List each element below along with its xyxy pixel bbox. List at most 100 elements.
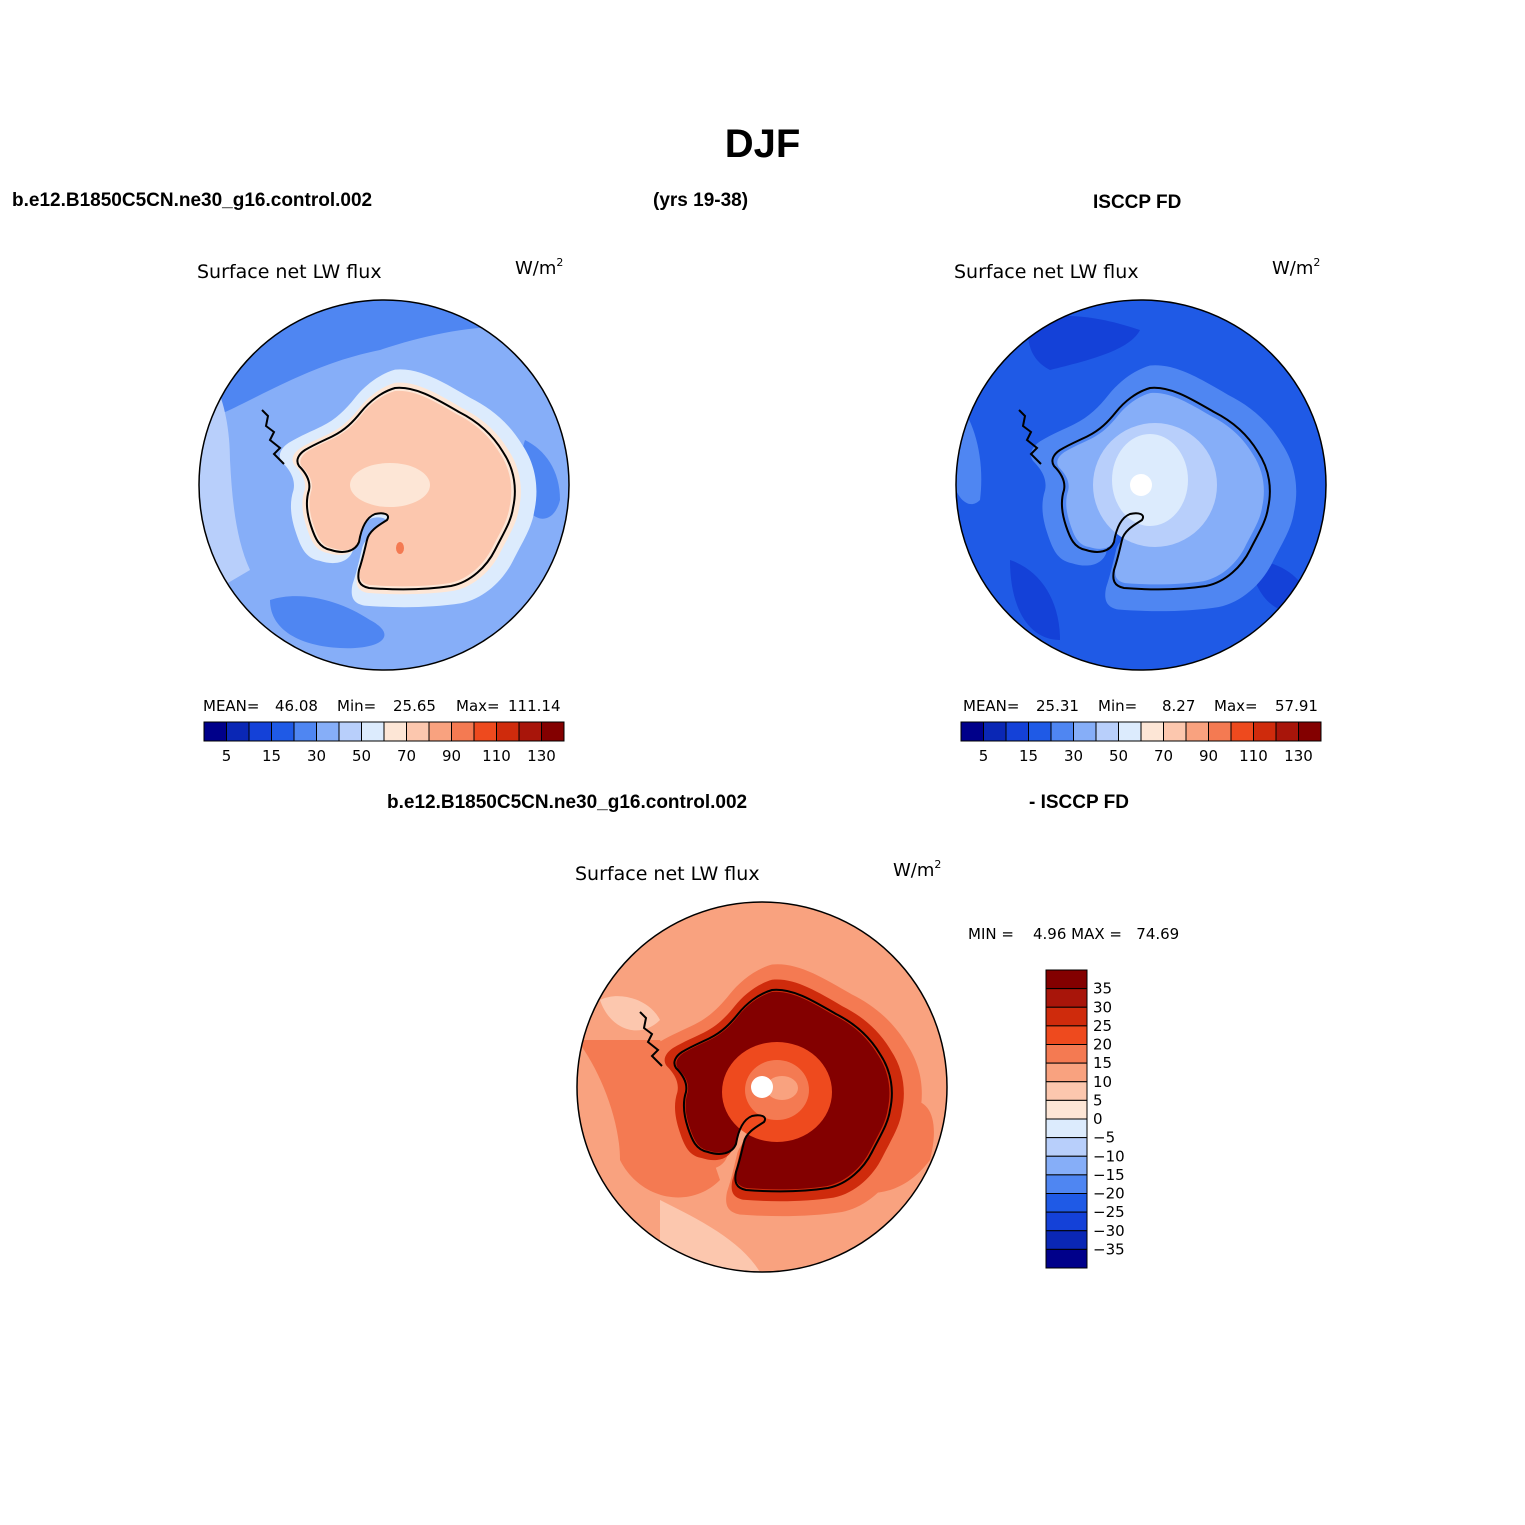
colorbar-tick-label: 15	[1093, 1054, 1112, 1072]
years-header: (yrs 19-38)	[653, 190, 749, 211]
colorbar-tick-label: 110	[1239, 747, 1268, 765]
colorbar-swatch	[496, 721, 520, 742]
colorbar-swatch	[1045, 1081, 1088, 1101]
colorbar-swatch	[1005, 721, 1029, 742]
colorbar-tick-label: −25	[1093, 1203, 1125, 1221]
figure-title: DJF	[724, 122, 801, 166]
colorbar-swatch	[1045, 1006, 1088, 1027]
obs-variable-label: Surface net LW flux	[954, 261, 1139, 283]
colorbar-swatch	[226, 721, 250, 742]
model-min-label: Min=	[337, 697, 376, 715]
colorbar-swatch	[1045, 1118, 1088, 1139]
colorbar-swatch	[960, 721, 984, 742]
colorbar-tick-label: 110	[482, 747, 511, 765]
colorbar-swatch	[361, 721, 385, 742]
colorbar-tick-label: −20	[1093, 1185, 1125, 1203]
model-max-value: 111.14	[508, 697, 561, 715]
diff-obs-header: - ISCCP FD	[1029, 792, 1129, 813]
colorbar-tick-label: 30	[1064, 747, 1083, 765]
colorbar-swatch	[1045, 1062, 1088, 1083]
model-max-label: Max=	[456, 697, 500, 715]
colorbar-swatch	[1028, 721, 1052, 742]
colorbar-swatch	[1045, 1211, 1088, 1232]
diff-case-header: b.e12.B1850C5CN.ne30_g16.control.002	[387, 792, 748, 813]
colorbar-swatch	[203, 721, 227, 742]
colorbar-swatch	[1095, 721, 1119, 742]
colorbar-swatch	[1253, 721, 1277, 742]
diff-units-label: W/m2	[893, 858, 941, 881]
colorbar-tick-label: 25	[1093, 1017, 1112, 1035]
colorbar-swatch	[1045, 1230, 1088, 1250]
obs-colorbar: 5 15 30 50 70 90 110 130	[960, 721, 1322, 765]
colorbar-swatch	[473, 721, 497, 742]
colorbar-tick-label: 5	[222, 747, 232, 765]
colorbar-tick-label: −15	[1093, 1166, 1125, 1184]
model-map: Surface net LW flux W/m2 MEAN= 46.08 Min…	[197, 256, 570, 765]
colorbar-swatch	[293, 721, 317, 742]
colorbar-tick-label: 70	[397, 747, 416, 765]
colorbar-tick-label: 50	[352, 747, 371, 765]
diff-minmax-label: MIN = 4.96 MAX = 74.69	[968, 925, 1179, 943]
colorbar-tick-label: 5	[1093, 1091, 1103, 1109]
colorbar-swatch	[406, 721, 430, 742]
colorbar-tick-label: 30	[307, 747, 326, 765]
colorbar-swatch	[1045, 1099, 1088, 1120]
colorbar-tick-label: 10	[1093, 1073, 1112, 1091]
colorbar-tick-label: −10	[1093, 1147, 1125, 1165]
diff-variable-label: Surface net LW flux	[575, 863, 760, 885]
obs-units-label: W/m2	[1272, 256, 1320, 279]
model-case-header: b.e12.B1850C5CN.ne30_g16.control.002	[12, 190, 373, 211]
diff-map: Surface net LW flux W/m2 MIN = 4.96 MAX …	[575, 858, 1179, 1273]
colorbar-swatch	[1050, 721, 1074, 742]
colorbar-tick-label: 15	[1019, 747, 1038, 765]
colorbar-swatch	[316, 721, 340, 742]
model-units-label: W/m2	[515, 256, 563, 279]
colorbar-tick-label: 20	[1093, 1036, 1112, 1054]
colorbar-swatch	[383, 721, 407, 742]
colorbar-tick-label: 50	[1109, 747, 1128, 765]
obs-header: ISCCP FD	[1093, 192, 1182, 213]
colorbar-tick-label: 30	[1093, 998, 1112, 1016]
colorbar-swatch	[1045, 1174, 1088, 1194]
colorbar-swatch	[1045, 1248, 1088, 1269]
obs-max-value: 57.91	[1275, 697, 1318, 715]
colorbar-swatch	[1045, 1155, 1088, 1176]
colorbar-tick-label: 70	[1154, 747, 1173, 765]
model-colorbar: 5 15 30 50 70 90 110 130	[203, 721, 565, 765]
colorbar-tick-label: −35	[1093, 1240, 1125, 1258]
colorbar-swatch	[1140, 721, 1164, 742]
colorbar-swatch	[248, 721, 272, 742]
colorbar-swatch	[1275, 721, 1299, 742]
obs-min-label: Min=	[1098, 697, 1137, 715]
colorbar-tick-label: −30	[1093, 1222, 1125, 1240]
colorbar-swatch	[451, 721, 475, 742]
colorbar-tick-label: 90	[1199, 747, 1218, 765]
model-mean-value: 46.08	[275, 697, 318, 715]
colorbar-swatch	[271, 721, 295, 742]
colorbar-swatch	[1045, 1137, 1088, 1157]
colorbar-swatch	[1073, 721, 1097, 742]
colorbar-swatch	[1045, 988, 1088, 1008]
colorbar-swatch	[518, 721, 542, 742]
colorbar-tick-label: −5	[1093, 1129, 1115, 1147]
obs-min-value: 8.27	[1162, 697, 1195, 715]
colorbar-swatch	[1045, 1193, 1088, 1213]
colorbar-tick-label: 0	[1093, 1110, 1103, 1128]
colorbar-tick-label: 130	[1284, 747, 1313, 765]
colorbar-tick-label: 90	[442, 747, 461, 765]
model-mean-label: MEAN=	[203, 697, 259, 715]
colorbar-swatch	[428, 721, 452, 742]
colorbar-tick-label: 35	[1093, 980, 1112, 998]
colorbar-tick-label: 15	[262, 747, 281, 765]
colorbar-swatch	[1045, 969, 1088, 990]
colorbar-swatch	[983, 721, 1007, 742]
obs-map: Surface net LW flux W/m2 MEAN= 25.31 Min…	[954, 256, 1327, 765]
colorbar-swatch	[1045, 1025, 1088, 1045]
obs-max-label: Max=	[1214, 697, 1258, 715]
colorbar-swatch	[1118, 721, 1142, 742]
model-min-value: 25.65	[393, 697, 436, 715]
colorbar-swatch	[1230, 721, 1254, 742]
obs-mean-label: MEAN=	[963, 697, 1019, 715]
colorbar-swatch	[1208, 721, 1232, 742]
